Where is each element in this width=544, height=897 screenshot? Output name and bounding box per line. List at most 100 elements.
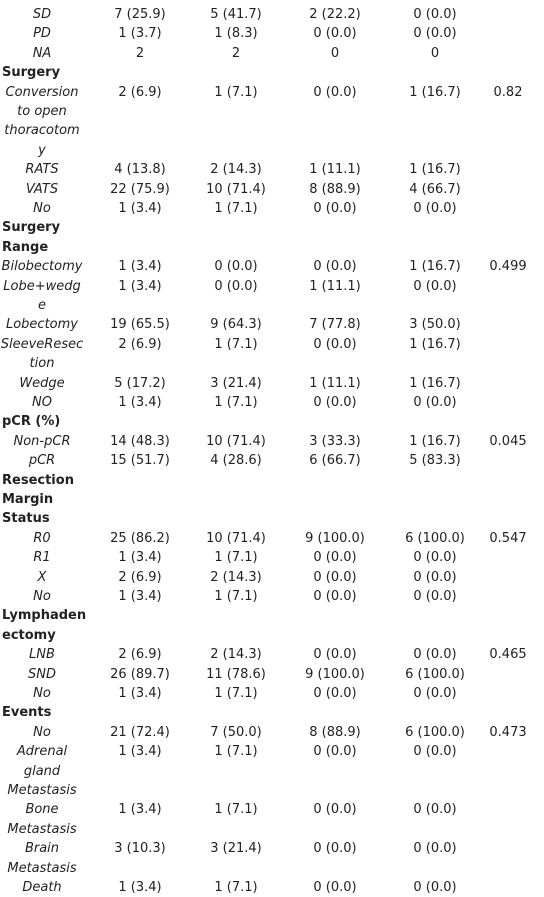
value-cell: 6 (66.7) [309, 453, 361, 469]
value-cell: 10 (71.4) [206, 433, 266, 449]
value-cell: 1 (3.4) [118, 686, 162, 701]
value-cell: 10 (71.4) [206, 530, 266, 546]
value-cell: 0 (0.0) [413, 201, 457, 216]
row-label: thoracotom [4, 123, 80, 139]
value-cell: 2 (6.9) [118, 647, 162, 663]
value-cell: 7 (77.8) [309, 317, 361, 333]
row-label: Death [22, 880, 62, 895]
row-label: RATS [25, 162, 59, 178]
value-cell: 2 (22.2) [309, 7, 361, 22]
value-cell: 19 (65.5) [110, 317, 170, 333]
section-title: Surgery [2, 220, 61, 236]
value-cell: 0 (0.0) [313, 336, 357, 352]
section-title: pCR (%) [2, 414, 61, 430]
value-cell: 21 (72.4) [110, 724, 170, 740]
value-cell: 1 (3.4) [118, 744, 162, 760]
value-cell: 0 (0.0) [313, 841, 357, 857]
value-cell: 0 (0.0) [313, 880, 357, 895]
value-cell: 2 [231, 45, 241, 61]
section-title: Resection [2, 472, 74, 488]
value-cell: 5 (41.7) [210, 7, 262, 22]
value-cell: 1 (3.7) [118, 26, 162, 42]
value-cell: 2 (14.3) [210, 162, 262, 178]
value-cell: 9 (100.0) [305, 530, 365, 546]
value-cell: 5 (17.2) [114, 375, 166, 391]
value-cell: 1 (3.4) [118, 259, 162, 275]
row-label: Brain [24, 841, 60, 857]
row-label: gland [23, 763, 61, 779]
row-label: Metastasis [7, 821, 77, 837]
value-cell: 0 (0.0) [413, 7, 457, 22]
row-label: Non-pCR [13, 433, 71, 449]
value-cell: 1 (16.7) [409, 162, 461, 178]
value-cell: 1 (16.7) [409, 433, 461, 449]
value-cell: 0 [430, 45, 440, 61]
value-cell: 10 (71.4) [206, 181, 266, 197]
value-cell: 8 (88.9) [309, 181, 361, 197]
value-cell: 0 (0.0) [313, 589, 357, 604]
value-cell: 1 (11.1) [309, 375, 361, 391]
section-title: Range [2, 239, 49, 255]
value-cell: 6 (100.0) [405, 530, 465, 546]
row-label: NO [32, 395, 52, 410]
value-cell: 4 (28.6) [210, 453, 262, 469]
value-cell: 4 (66.7) [409, 181, 461, 197]
section-title: ectomy [2, 627, 56, 643]
value-cell: 9 (64.3) [210, 317, 262, 333]
row-label: Lobectomy [5, 317, 78, 333]
row-label: Metastasis [7, 860, 77, 876]
value-cell: 1 (7.1) [214, 880, 258, 895]
value-cell: 0 (0.0) [313, 802, 357, 818]
row-label: NA [32, 45, 52, 61]
row-label: No [33, 201, 51, 216]
value-cell: 3 (10.3) [114, 841, 166, 857]
row-label: X [37, 569, 47, 585]
value-cell: 1 (11.1) [309, 278, 361, 294]
value-cell: 0 (0.0) [313, 686, 357, 701]
value-cell: 1 (16.7) [409, 336, 461, 352]
section-title: Lymphaden [2, 608, 87, 624]
section-title: Status [2, 511, 50, 527]
p-value-cell: 0.547 [489, 530, 527, 546]
value-cell: 2 [135, 45, 145, 61]
value-cell: 2 (6.9) [118, 569, 162, 585]
value-cell: 0 (0.0) [413, 278, 457, 294]
value-cell: 3 (50.0) [409, 317, 461, 333]
row-label: No [33, 589, 51, 604]
row-label: tion [29, 356, 55, 372]
value-cell: 0 (0.0) [313, 84, 357, 100]
section-title: Surgery [2, 65, 61, 81]
value-cell: 14 (48.3) [110, 433, 170, 449]
row-label: VATS [25, 181, 59, 197]
row-label: R1 [33, 550, 51, 566]
value-cell: 0 (0.0) [313, 26, 357, 42]
row-label: e [38, 297, 46, 313]
row-label: Wedge [19, 375, 65, 391]
value-cell: 15 (51.7) [110, 453, 170, 469]
value-cell: 1 (11.1) [309, 162, 361, 178]
value-cell: 11 (78.6) [206, 666, 266, 682]
row-label: Conversion [5, 84, 79, 100]
value-cell: 0 (0.0) [413, 395, 457, 410]
value-cell: 6 (100.0) [405, 666, 465, 682]
value-cell: 1 (7.1) [214, 84, 258, 100]
value-cell: 2 (6.9) [118, 84, 162, 100]
p-value-cell: 0.465 [489, 647, 527, 663]
row-label: Bone [25, 802, 59, 818]
value-cell: 0 (0.0) [214, 259, 258, 275]
value-cell: 0 (0.0) [313, 744, 357, 760]
row-label: LNB [29, 647, 55, 663]
row-label: PD [33, 26, 51, 42]
value-cell: 2 (6.9) [118, 336, 162, 352]
section-title: Margin [2, 491, 54, 507]
value-cell: 6 (100.0) [405, 724, 465, 740]
value-cell: 1 (7.1) [214, 802, 258, 818]
value-cell: 5 (83.3) [409, 453, 461, 469]
row-label: No [33, 686, 51, 701]
value-cell: 0 (0.0) [413, 647, 457, 663]
value-cell: 3 (33.3) [309, 433, 361, 449]
value-cell: 1 (3.4) [118, 278, 162, 294]
p-value-cell: 0.045 [489, 433, 527, 449]
section-title: Events [2, 705, 52, 721]
row-label: Metastasis [7, 782, 77, 798]
